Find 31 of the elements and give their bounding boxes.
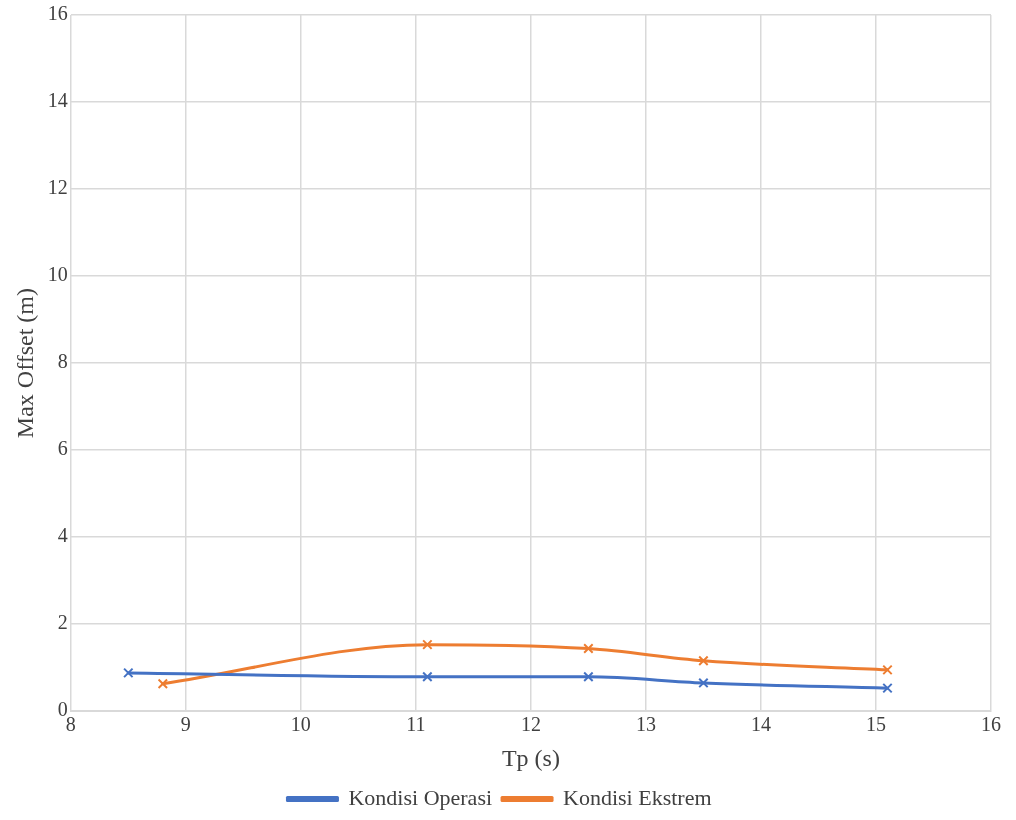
y-tick-label: 10 [47,263,68,286]
x-tick-label: 10 [290,713,311,736]
point [882,682,893,694]
x-tick-label: 11 [406,713,426,736]
y-tick-label: 0 [57,698,68,721]
x-axis-title: Tp (s) [501,744,560,771]
point [583,643,594,654]
x-tick-label: 13 [635,713,656,736]
y-tick-label: 8 [57,350,68,373]
point [698,677,709,689]
x-tick-label: 9 [180,713,191,736]
legend-label: Kondisi Operasi [348,784,493,810]
point [422,671,433,683]
x-tick-label: 16 [981,713,1001,736]
x-tick-label: 12 [520,713,541,736]
legend-label: Kondisi Ekstrem [563,784,712,810]
point [698,655,709,666]
x-tick-label: 15 [865,713,886,736]
point [583,671,594,683]
y-tick-label: 14 [47,89,68,112]
x-tick-label: 14 [750,713,771,736]
y-tick-label: 12 [47,176,68,199]
y-tick-label: 6 [57,437,68,460]
y-tick-label: 2 [57,611,68,634]
point [882,664,893,676]
y-tick-label: 16 [47,2,68,25]
point [157,678,169,690]
y-tick-label: 4 [57,524,68,547]
point [422,639,433,650]
point [123,667,134,679]
y-axis-title: Max Offset (m) [11,288,38,439]
